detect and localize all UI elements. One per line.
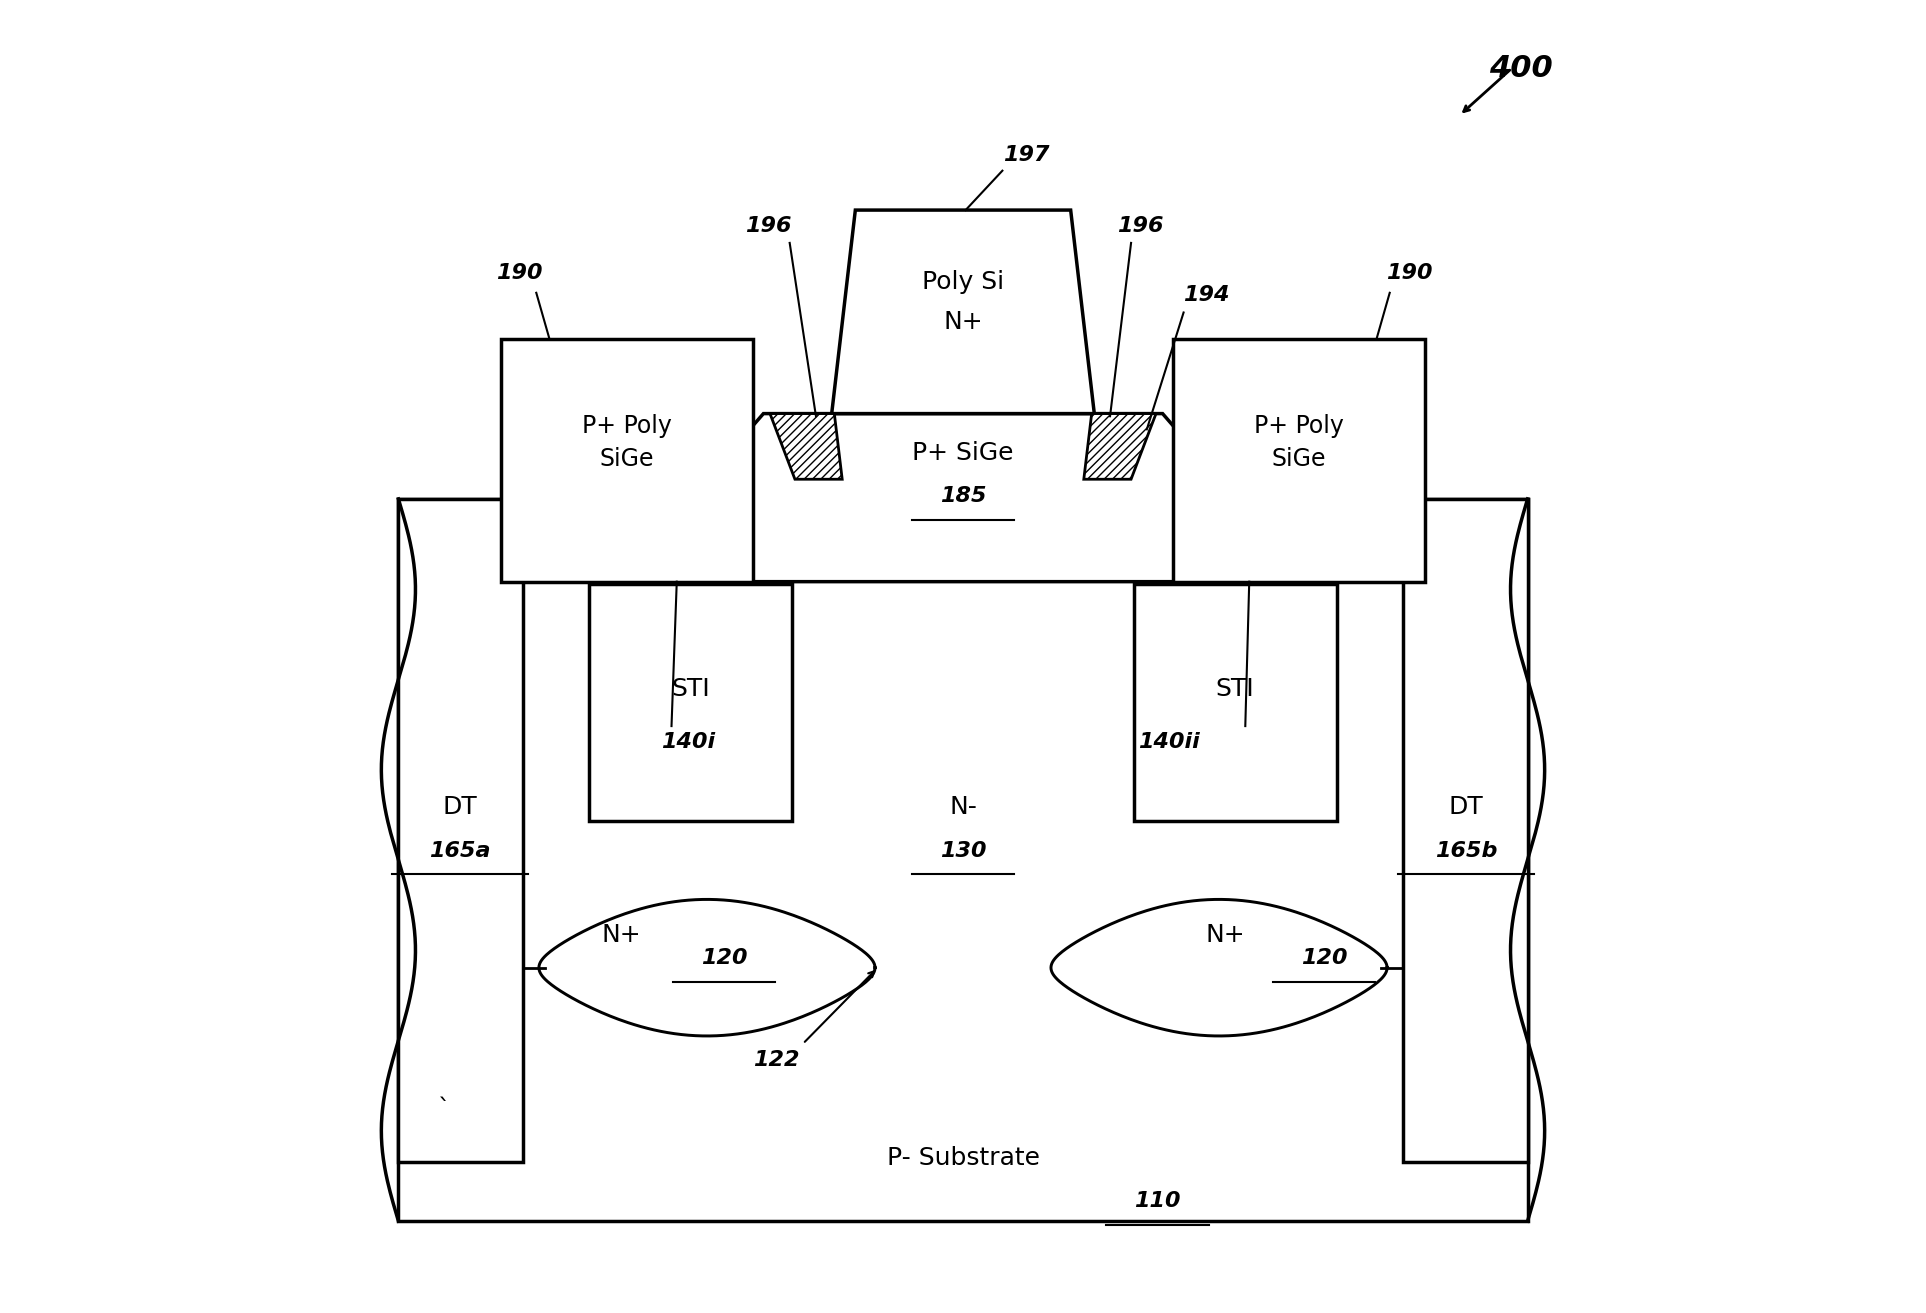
Bar <box>1402 499 1527 1162</box>
Text: 140ii: 140ii <box>1138 731 1200 752</box>
Text: Poly Si: Poly Si <box>923 270 1003 294</box>
Text: P+ Poly
SiGe: P+ Poly SiGe <box>1254 414 1344 471</box>
Text: P+ SiGe: P+ SiGe <box>913 441 1013 465</box>
Text: 190: 190 <box>1387 263 1433 284</box>
Text: P- Substrate: P- Substrate <box>886 1146 1040 1170</box>
Text: 110: 110 <box>1134 1191 1181 1212</box>
Text: 194: 194 <box>1183 285 1229 306</box>
Text: 197: 197 <box>1003 144 1050 165</box>
Polygon shape <box>618 414 1308 582</box>
Bar <box>589 584 792 821</box>
Text: N+: N+ <box>1206 923 1246 947</box>
Text: N+: N+ <box>944 310 982 334</box>
Text: 120: 120 <box>701 948 747 969</box>
Polygon shape <box>832 210 1094 414</box>
Text: STI: STI <box>1215 678 1254 701</box>
Text: P+ Poly
SiGe: P+ Poly SiGe <box>582 414 672 471</box>
Polygon shape <box>539 899 874 1036</box>
Text: 196: 196 <box>1117 215 1163 236</box>
Text: N+: N+ <box>601 923 641 947</box>
Polygon shape <box>1052 899 1387 1036</box>
Text: STI: STI <box>672 678 711 701</box>
Bar <box>399 499 524 1162</box>
Text: 165a: 165a <box>429 840 491 861</box>
Text: DT: DT <box>443 796 478 819</box>
Text: 140i: 140i <box>661 731 715 752</box>
Text: 130: 130 <box>940 840 986 861</box>
Text: N-: N- <box>950 796 976 819</box>
Bar <box>501 339 753 582</box>
Text: `: ` <box>437 1098 451 1121</box>
Text: 165b: 165b <box>1435 840 1497 861</box>
Text: 196: 196 <box>745 215 792 236</box>
Text: 400: 400 <box>1489 54 1552 83</box>
Polygon shape <box>1084 414 1156 479</box>
Bar <box>1134 584 1337 821</box>
Bar <box>1173 339 1425 582</box>
Text: 122: 122 <box>753 1049 799 1070</box>
Text: 190: 190 <box>497 263 543 284</box>
Polygon shape <box>770 414 842 479</box>
Text: 185: 185 <box>940 486 986 507</box>
Text: DT: DT <box>1448 796 1483 819</box>
Bar <box>399 499 1527 1221</box>
Text: 120: 120 <box>1300 948 1348 969</box>
